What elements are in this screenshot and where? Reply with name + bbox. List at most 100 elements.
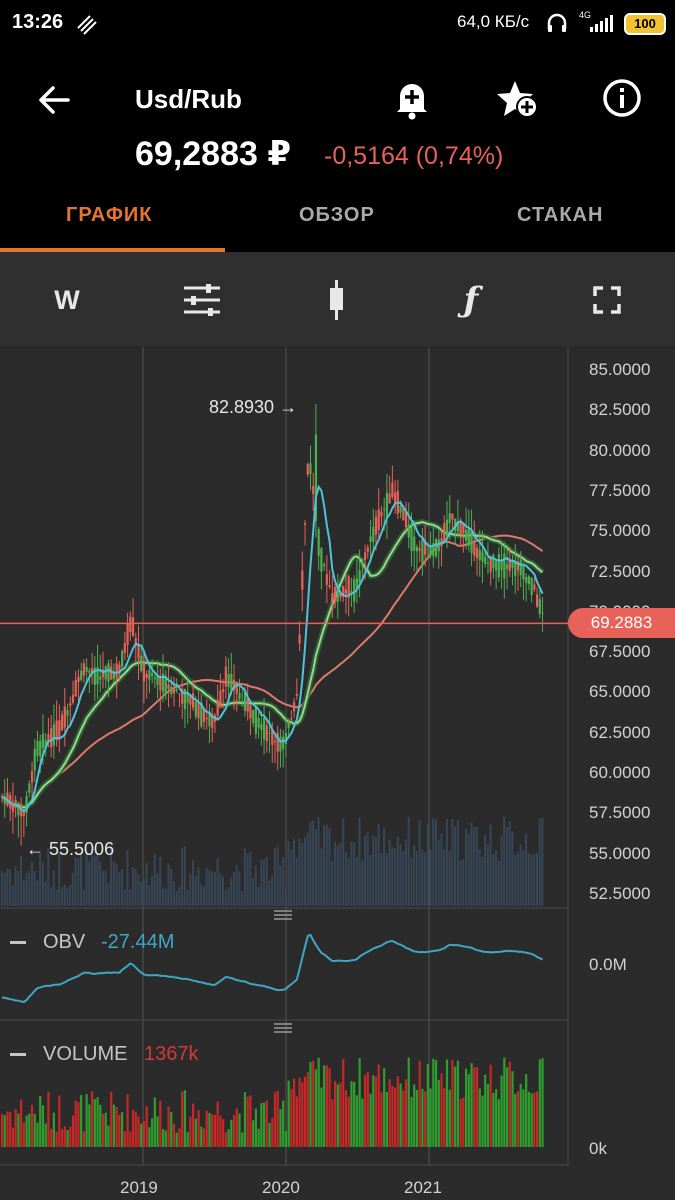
candle-body: [107, 663, 110, 683]
bg-volume-bar: [186, 890, 189, 906]
active-tab-indicator: [0, 248, 225, 252]
volume-bar: [44, 1123, 47, 1147]
volume-bar: [134, 1111, 137, 1147]
candle-body: [28, 783, 31, 793]
candle-body: [183, 688, 187, 710]
candle-body: [404, 511, 408, 528]
bg-volume-bar: [6, 868, 9, 906]
volume-bar: [246, 1096, 249, 1147]
indicators-settings-button[interactable]: [179, 277, 225, 323]
fast-ma-path: [1, 484, 544, 813]
indicators-settings-icon: [184, 284, 220, 316]
volume-bar: [525, 1074, 528, 1147]
bg-volume-bar: [170, 869, 173, 906]
candle-body: [101, 669, 105, 678]
bg-volume-bar: [156, 873, 159, 906]
candle-body: [175, 689, 178, 692]
volume-collapse-icon[interactable]: [10, 1053, 26, 1056]
candle-body: [481, 551, 484, 562]
tab-order-book[interactable]: СТАКАН: [517, 204, 604, 226]
volume-bar: [404, 1079, 408, 1147]
bg-volume-bar: [39, 852, 42, 906]
bg-volume-bar: [178, 886, 181, 906]
bg-volume-bar: [85, 850, 88, 906]
volume-bar: [287, 1080, 290, 1147]
fullscreen-button[interactable]: [584, 277, 630, 323]
volume-bar: [77, 1102, 80, 1147]
bg-volume-bar: [484, 834, 487, 906]
y-tick-label: 60.0000: [589, 763, 651, 783]
volume-bar: [467, 1074, 470, 1147]
slow-ma-line: [1, 534, 544, 809]
bg-volume-bar: [14, 866, 17, 906]
candle-body: [309, 463, 312, 475]
candle-body: [74, 680, 77, 697]
volume-bar: [331, 1099, 334, 1147]
volume-bar: [219, 1115, 222, 1147]
app-bar: [0, 48, 675, 252]
volume-bar: [492, 1092, 495, 1147]
candle-body: [489, 555, 492, 573]
candle-body: [25, 796, 28, 813]
candle-body: [522, 565, 525, 580]
bg-volume-bar: [514, 854, 517, 906]
add-favorite-button[interactable]: [496, 78, 540, 120]
candle-body: [383, 508, 386, 510]
candle-body: [306, 464, 309, 475]
volume-bar: [323, 1065, 326, 1147]
bg-volume-bar: [394, 848, 397, 906]
candle-body: [80, 670, 83, 680]
functions-button[interactable]: ƒ: [448, 277, 494, 323]
y-tick-label: 72.5000: [589, 561, 651, 581]
volume-bar: [96, 1097, 99, 1147]
volume-name[interactable]: VOLUME: [43, 1043, 128, 1065]
volume-bar: [317, 1057, 320, 1147]
period-button[interactable]: W: [44, 277, 90, 323]
candle-body: [511, 560, 514, 568]
bg-volume-bar: [511, 831, 514, 906]
volume-bar: [197, 1110, 200, 1147]
candle-body: [90, 668, 94, 674]
back-button[interactable]: [34, 80, 74, 120]
volume-bar: [465, 1068, 468, 1147]
bg-volume-bar: [140, 881, 143, 906]
candle-body: [3, 798, 6, 805]
chart-area[interactable]: 85.0000 82.5000 80.0000 77.5000 75.0000 72.50…: [0, 347, 675, 1200]
obv-collapse-icon[interactable]: [10, 941, 26, 944]
bg-volume-bar: [265, 856, 268, 906]
tab-overview[interactable]: ОБЗОР: [299, 204, 375, 226]
candle-body: [232, 679, 236, 690]
volume-bar: [448, 1089, 451, 1147]
volume-bar: [432, 1058, 435, 1147]
bg-volume-bar: [445, 818, 448, 906]
candle-body: [372, 526, 375, 542]
bg-volume-bar: [3, 872, 6, 906]
bg-volume-bar: [440, 833, 443, 906]
bg-volume-bar: [69, 884, 72, 906]
volume-bar: [495, 1089, 498, 1147]
volume-bar: [522, 1089, 525, 1147]
volume-bar: [104, 1112, 107, 1147]
bg-volume-bar: [0, 871, 3, 906]
chart-canvas[interactable]: [0, 347, 675, 1200]
chart-type-button[interactable]: [313, 277, 359, 323]
candle-body: [121, 650, 124, 667]
volume-bar: [151, 1118, 154, 1147]
bg-volume-bar: [243, 848, 246, 906]
obv-name[interactable]: OBV: [43, 931, 86, 953]
bg-volume-bar: [497, 860, 500, 906]
bg-volume-bar: [456, 820, 459, 906]
candle-body: [473, 541, 476, 556]
bg-volume-bar: [224, 890, 227, 906]
bg-volume-bar: [525, 834, 528, 906]
bg-volume-bar: [52, 869, 55, 906]
candle-body: [172, 688, 176, 694]
volume-bar: [484, 1074, 487, 1147]
info-button[interactable]: [602, 78, 642, 118]
candle-body: [350, 590, 353, 593]
volume-value: 1367k: [144, 1043, 199, 1065]
tab-chart[interactable]: ГРАФИК: [66, 204, 153, 226]
volume-bar: [533, 1092, 536, 1147]
add-alert-button[interactable]: [392, 78, 432, 120]
candle-body: [208, 711, 211, 727]
